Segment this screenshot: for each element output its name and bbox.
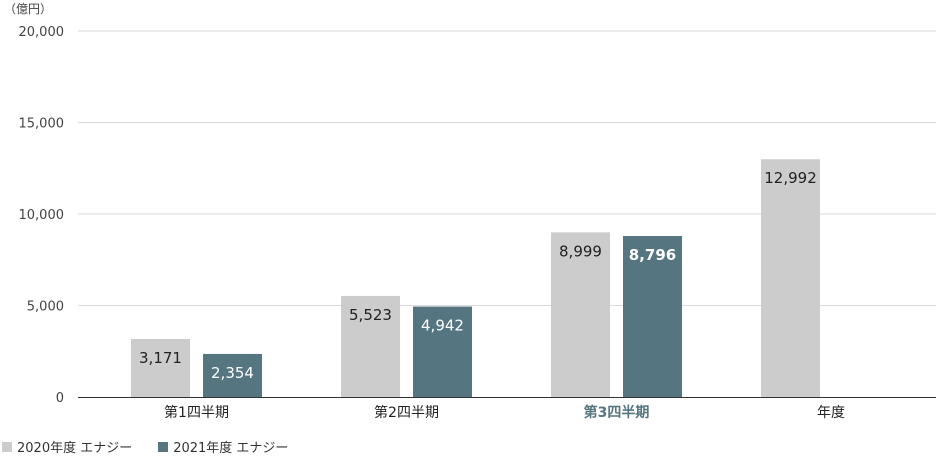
x-category-label: 年度 (817, 405, 845, 421)
legend-swatch-2021 (158, 441, 169, 452)
data-label-3-0: 12,992 (764, 169, 817, 187)
y-tick-label: 5,000 (27, 300, 64, 315)
bar-2-1 (623, 236, 682, 397)
data-label-1-0: 5,523 (349, 306, 392, 324)
legend-label-2021: 2021年度 エナジー (173, 441, 289, 456)
bars (131, 159, 820, 397)
legend-item-2021: 2021年度 エナジー (158, 437, 288, 456)
y-tick-label: 20,000 (19, 25, 65, 40)
y-tick-label: 0 (56, 391, 64, 406)
legend-item-2020: 2020年度 エナジー (2, 437, 132, 456)
data-label-0-0: 3,171 (139, 349, 182, 367)
legend-swatch-2020 (2, 441, 12, 452)
data-labels: 3,171 2,354 5,523 4,942 8,999 8,796 12,992 (139, 169, 817, 382)
legend-label-2020: 2020年度 エナジー (17, 441, 133, 456)
bar-0-1 (203, 353, 262, 397)
y-tick-label: 15,000 (19, 117, 65, 132)
y-axis-unit-label: （億円） (4, 2, 52, 16)
x-category-label: 第2四半期 (374, 404, 439, 421)
x-axis-categories: 第1四半期 第2四半期 第3四半期 年度 (164, 404, 845, 421)
bar-3-0 (761, 159, 820, 397)
bar-0-0 (131, 338, 190, 397)
data-label-1-1: 4,942 (421, 317, 464, 335)
x-category-label: 第3四半期 (584, 404, 650, 421)
y-tick-label: 10,000 (19, 208, 65, 223)
data-label-2-0: 8,999 (559, 242, 602, 260)
x-category-label: 第1四半期 (164, 404, 229, 421)
bar-2-0 (551, 232, 610, 397)
y-axis-ticks: 0 5,000 10,000 15,000 20,000 (19, 25, 65, 406)
bar-1-1 (413, 306, 472, 397)
data-label-2-1: 8,796 (629, 246, 676, 264)
data-label-0-1: 2,354 (211, 364, 254, 382)
bar-1-0 (341, 295, 400, 397)
legend: 2020年度 エナジー 2021年度 エナジー (2, 437, 314, 456)
